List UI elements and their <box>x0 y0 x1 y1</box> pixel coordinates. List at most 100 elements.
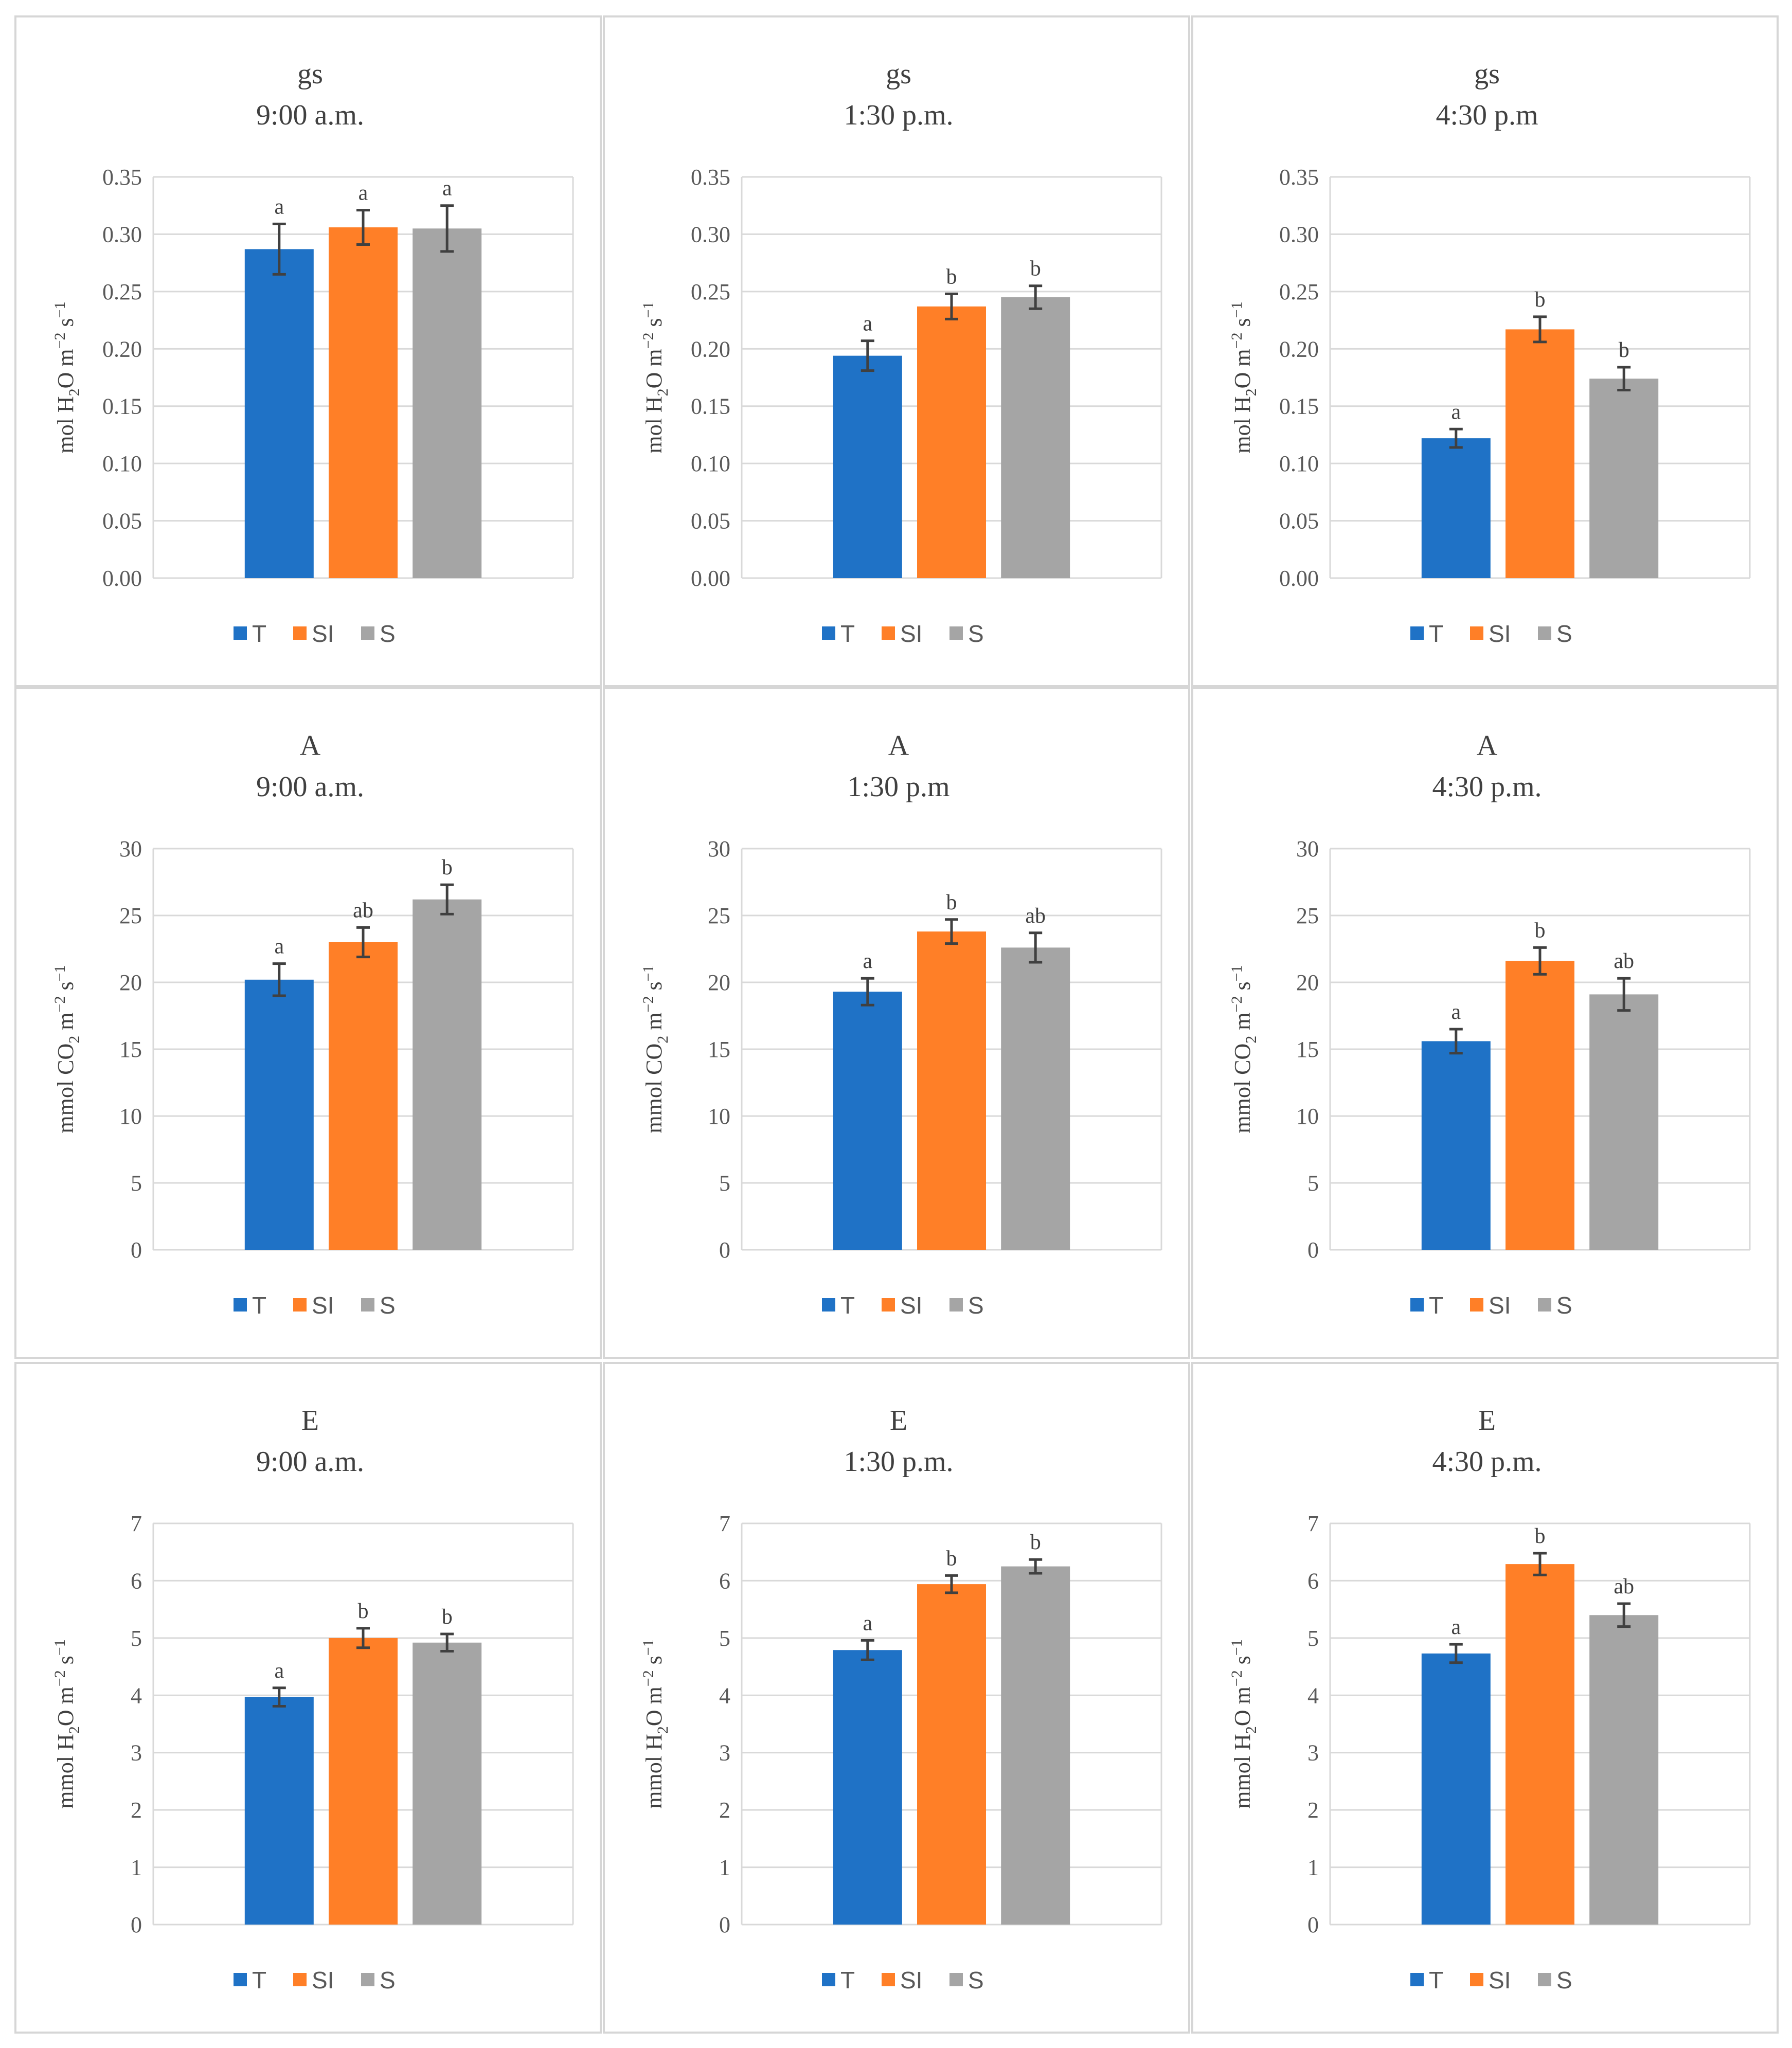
legend-swatch-s <box>1538 626 1551 640</box>
significance-letter: a <box>863 949 872 973</box>
legend-label-s: S <box>968 1967 984 1993</box>
y-tick-label: 2 <box>719 1798 730 1823</box>
legend-label-s: S <box>1556 1967 1572 1993</box>
legend-swatch-s <box>361 1973 374 1986</box>
y-tick-label: 0.30 <box>102 222 142 247</box>
bar-si <box>917 931 986 1250</box>
bar-s <box>413 899 482 1250</box>
chart-subtitle-time: 9:00 a.m. <box>256 99 364 131</box>
bar-s <box>1001 947 1070 1250</box>
legend-swatch-si <box>1470 1298 1483 1312</box>
y-tick-label: 7 <box>1307 1511 1319 1536</box>
y-tick-label: 20 <box>1296 970 1319 995</box>
bar-si <box>1506 329 1574 578</box>
bar-t <box>833 355 902 578</box>
y-tick-label: 25 <box>119 903 142 928</box>
legend-swatch-t <box>1410 1973 1424 1986</box>
bar-t <box>1421 1653 1491 1925</box>
legend-swatch-t <box>822 1298 835 1312</box>
legend-label-si: SI <box>312 620 334 647</box>
y-tick-label: 20 <box>708 970 730 995</box>
bar-si <box>329 227 398 578</box>
legend-label-si: SI <box>1489 620 1511 647</box>
y-tick-label: 0.00 <box>691 566 730 591</box>
significance-letter: b <box>1535 288 1546 312</box>
legend-label-si: SI <box>900 1967 922 1993</box>
legend-label-s: S <box>1556 620 1572 647</box>
chart-title: gs <box>886 58 911 90</box>
legend-swatch-s <box>361 626 374 640</box>
y-axis-label-part: −1 <box>51 301 68 318</box>
y-tick-label: 2 <box>1307 1798 1319 1823</box>
y-tick-label: 0.35 <box>102 165 142 190</box>
legend-swatch-s <box>1538 1298 1551 1312</box>
y-axis-label-part: mol H <box>641 396 667 453</box>
chart-title: E <box>301 1405 319 1436</box>
y-tick-label: 0.20 <box>1279 336 1319 362</box>
y-axis-label-part: m <box>641 1012 667 1035</box>
bar-si <box>917 306 986 578</box>
significance-letter: ab <box>1614 1575 1634 1598</box>
y-axis-label-part: O m <box>53 349 78 388</box>
chart-title: E <box>1478 1405 1496 1436</box>
y-axis-label: mol H2O m−2 s−1 <box>51 301 83 453</box>
legend-swatch-s <box>1538 1973 1551 1986</box>
y-tick-label: 0.10 <box>691 451 730 476</box>
legend-label-si: SI <box>1489 1967 1511 1993</box>
legend-label-s: S <box>968 620 984 647</box>
y-tick-label: 0 <box>719 1912 730 1937</box>
bar-t <box>833 1650 902 1925</box>
y-tick-label: 4 <box>719 1683 730 1708</box>
y-axis-label-part: mmol H <box>641 1734 667 1808</box>
y-tick-label: 15 <box>708 1037 730 1062</box>
y-axis-label-part: s <box>1230 1656 1255 1670</box>
legend-swatch-t <box>822 1973 835 1986</box>
y-tick-label: 30 <box>119 836 142 861</box>
y-tick-label: 0.35 <box>1279 165 1319 190</box>
significance-letter: b <box>946 891 957 914</box>
legend-swatch-s <box>949 1298 963 1312</box>
y-axis-label-part: mmol H <box>1230 1734 1255 1808</box>
y-axis-label: mmol H2O m−2 s−1 <box>1228 1639 1260 1808</box>
bar-t <box>1421 1041 1491 1250</box>
y-tick-label: 15 <box>119 1037 142 1062</box>
legend-label-si: SI <box>1489 1292 1511 1319</box>
chart-panel-gs-2: gs 1:30 p.m. 0.00 0.05 0.10 0.15 0.20 0.25 0.30 0… <box>603 15 1190 687</box>
y-tick-label: 1 <box>1307 1855 1319 1880</box>
legend-label-t: T <box>840 1292 855 1319</box>
y-tick-label: 0.15 <box>691 394 730 419</box>
y-axis-label: mmol CO2 m−2 s−1 <box>1228 965 1260 1134</box>
bar-s <box>1001 1566 1070 1925</box>
chart-subtitle-time: 4:30 p.m <box>1436 99 1538 131</box>
legend-label-t: T <box>840 620 855 647</box>
chart-title: A <box>300 730 321 762</box>
legend-swatch-si <box>1470 626 1483 640</box>
y-tick-label: 4 <box>1307 1683 1319 1708</box>
y-tick-label: 0.15 <box>102 394 142 419</box>
y-axis-label-part: s <box>1230 981 1255 996</box>
y-tick-label: 0 <box>131 1237 142 1263</box>
y-axis-label-part: 2 <box>66 1726 83 1734</box>
legend-label-t: T <box>252 620 266 647</box>
y-tick-label: 0 <box>1307 1912 1319 1937</box>
y-tick-label: 0.30 <box>1279 222 1319 247</box>
y-axis-label-part: s <box>53 1656 78 1670</box>
y-axis-label: mol H2O m−2 s−1 <box>1228 301 1260 453</box>
legend-swatch-t <box>1410 626 1424 640</box>
significance-letter: ab <box>353 899 373 922</box>
legend-label-t: T <box>840 1967 855 1993</box>
y-tick-label: 5 <box>1307 1626 1319 1651</box>
significance-letter: b <box>946 265 957 289</box>
significance-letter: b <box>442 1605 453 1629</box>
y-axis-label-part: O m <box>1230 349 1255 388</box>
legend-label-si: SI <box>312 1292 334 1319</box>
y-tick-label: 0.30 <box>691 222 730 247</box>
y-axis-label-part: 2 <box>66 1036 83 1044</box>
y-axis-label-part: mol H <box>1230 396 1255 453</box>
chart-subtitle-time: 4:30 p.m. <box>1432 1446 1542 1478</box>
y-tick-label: 0.25 <box>102 279 142 304</box>
significance-letter: b <box>442 856 453 879</box>
significance-letter: a <box>863 1611 872 1635</box>
